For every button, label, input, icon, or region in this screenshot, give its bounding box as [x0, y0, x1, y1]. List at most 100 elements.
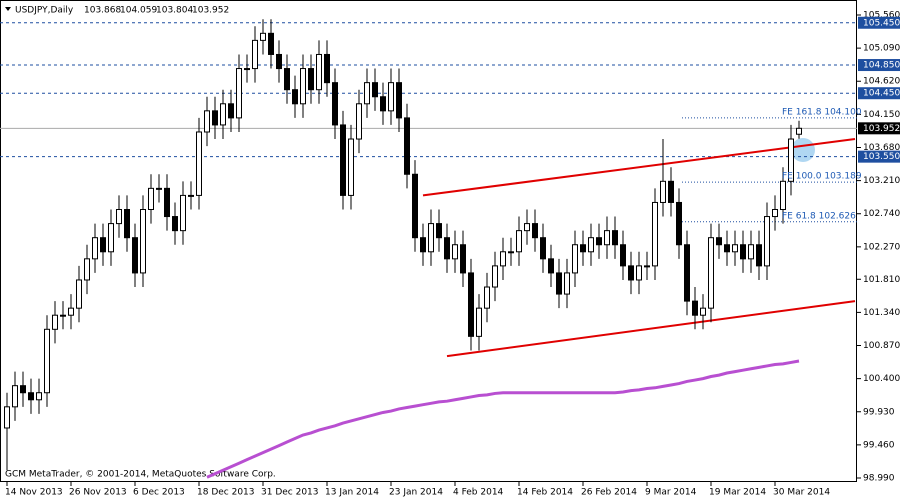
candle-body — [372, 82, 378, 98]
y-tick-label: 104.620 — [863, 77, 900, 87]
candle-body — [612, 230, 618, 246]
candle-body — [420, 237, 426, 253]
candle-body — [116, 209, 122, 225]
fe-label: FE 161.8 104.100 — [782, 107, 862, 117]
y-tick-label: 102.740 — [863, 209, 900, 219]
candle-body — [748, 244, 754, 260]
candle-body — [76, 279, 82, 309]
candle-body — [540, 237, 546, 260]
candle-body — [444, 237, 450, 260]
menu-icon — [5, 7, 11, 11]
candle-body — [268, 32, 274, 55]
trendline — [446, 300, 856, 358]
y-tick-label: 100.870 — [863, 341, 900, 351]
x-tick-label: 23 Jan 2014 — [389, 488, 443, 498]
current-label: 103.952 — [863, 124, 900, 134]
candle-body — [188, 194, 194, 197]
candle-body — [772, 209, 778, 218]
candle-body — [476, 307, 482, 337]
candle-body — [508, 251, 514, 254]
level-label: 104.450 — [863, 89, 900, 99]
candle-body — [596, 237, 602, 246]
candle-body — [12, 385, 18, 408]
candle-body — [492, 265, 498, 288]
y-tick-label: 101.340 — [863, 308, 900, 318]
candle-body — [36, 392, 42, 401]
candle-body — [212, 110, 218, 126]
x-tick-label: 26 Feb 2014 — [581, 488, 637, 498]
candle-body — [500, 251, 506, 267]
candle-body — [340, 124, 346, 196]
candle-body — [308, 68, 314, 91]
candle-body — [524, 223, 530, 232]
x-tick-label: 13 Jan 2014 — [325, 488, 379, 498]
candle-body — [20, 385, 26, 394]
y-tick-label: 104.150 — [863, 110, 900, 120]
y-tick-label: 105.090 — [863, 44, 900, 54]
candle-body — [252, 39, 258, 70]
candle-body — [124, 209, 130, 239]
candle-body — [292, 89, 298, 105]
candle-body — [756, 244, 762, 267]
moving-average — [206, 359, 800, 479]
candle-body — [412, 173, 418, 239]
y-tick-label: 105.560 — [863, 11, 900, 21]
candle-body — [460, 244, 466, 274]
candle-body — [692, 300, 698, 316]
candle-body — [716, 237, 722, 246]
candle-body — [140, 209, 146, 274]
candle-body — [572, 244, 578, 274]
candle-body — [300, 68, 306, 105]
x-tick-label: 26 Nov 2013 — [69, 488, 127, 498]
candle-body — [276, 53, 282, 70]
candle-body — [532, 223, 538, 239]
candle-body — [428, 223, 434, 253]
x-tick-label: 31 Dec 2013 — [261, 488, 319, 498]
candle-body — [220, 103, 226, 126]
candle-body — [196, 131, 202, 196]
y-tick-label: 99.930 — [863, 407, 895, 417]
candle-body — [148, 187, 154, 211]
candle-body — [364, 82, 370, 105]
candle-body — [732, 244, 738, 253]
candle-body — [92, 237, 98, 260]
candle-body — [164, 187, 170, 218]
candle-body — [236, 68, 242, 119]
candle-body — [388, 82, 394, 112]
plot-layer — [0, 19, 857, 479]
candle-body — [52, 314, 58, 330]
candle-body — [100, 237, 106, 253]
candle-body — [44, 328, 50, 394]
plot-frame — [0, 0, 857, 482]
candle-body — [636, 265, 642, 281]
x-tick-label: 14 Nov 2013 — [5, 488, 63, 498]
level-label: 105.450 — [863, 18, 900, 28]
level-box — [858, 59, 900, 72]
title-ohlc: 103.804 — [156, 6, 193, 16]
current-box — [858, 122, 900, 135]
candle-body — [28, 392, 34, 401]
candle-body — [764, 216, 770, 267]
title-ohlc: 103.952 — [192, 6, 229, 16]
candle-body — [796, 127, 802, 135]
candle-body — [156, 187, 162, 190]
candle-body — [4, 406, 10, 429]
candle-body — [564, 272, 570, 295]
x-tick-label: 19 Mar 2014 — [709, 488, 766, 498]
candle-body — [348, 138, 354, 196]
candle-body — [108, 223, 114, 253]
candle-body — [516, 230, 522, 253]
x-tick-label: 14 Feb 2014 — [517, 488, 573, 498]
candle-body — [700, 307, 706, 316]
level-label: 103.550 — [863, 152, 900, 162]
candle-body — [604, 230, 610, 246]
candle-body — [644, 265, 650, 268]
highlight — [791, 138, 815, 162]
candle-body — [684, 244, 690, 302]
y-tick-label: 103.680 — [863, 143, 900, 153]
candle-body — [356, 103, 362, 140]
candle-body — [620, 244, 626, 267]
candle-body — [484, 286, 490, 309]
level-box — [858, 87, 900, 100]
candle-body — [332, 82, 338, 126]
